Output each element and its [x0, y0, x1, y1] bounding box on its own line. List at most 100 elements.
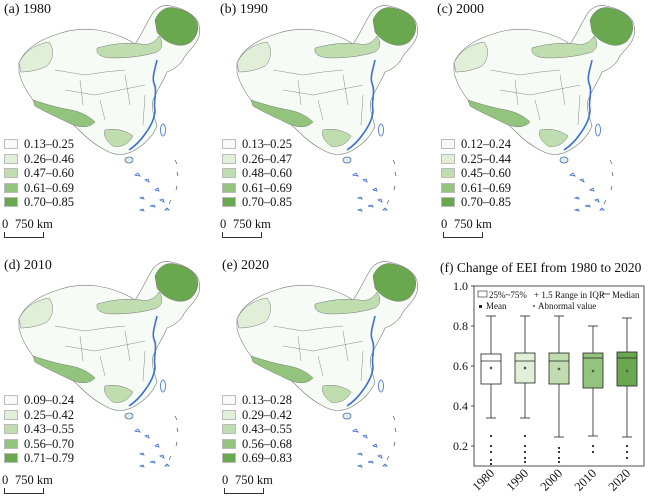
legend-swatch: [4, 197, 18, 207]
outlier-point: [557, 456, 561, 460]
panel-title: (a) 1980: [4, 2, 52, 17]
legend-swatch: [4, 168, 18, 178]
legend-swatch: [222, 395, 236, 405]
outlier-point: [489, 434, 493, 438]
outlier-point: [557, 460, 561, 464]
legend-label: 0.69–0.83: [242, 451, 292, 465]
legend-swatch: [4, 424, 18, 434]
legend-label: 0.26–0.47: [242, 151, 292, 166]
mean-marker: [625, 369, 629, 373]
panel-2020: (e) 2020 0.13–0.28 0.29–0.42 0.43–0.55 0…: [218, 252, 433, 500]
box-2020: [616, 351, 638, 387]
legend-label: 0.09–0.24: [24, 393, 74, 407]
legend-label: 0.70–0.85: [242, 195, 292, 209]
y-tick-label: 0.8: [453, 319, 468, 333]
scale-bar-line: [4, 488, 44, 494]
panel-2000: (c) 2000 0.12–0.24 0.25–0.44 0.45–0.60 0…: [435, 0, 650, 250]
legend-label: 0.43–0.55: [24, 422, 74, 436]
legend-label: 0.56–0.68: [242, 436, 292, 451]
scale-zero: 0: [2, 217, 9, 231]
legend-box-label: 25%~75%: [489, 290, 527, 300]
scale-bar-line: [443, 232, 483, 238]
panel-title: (e) 2020: [222, 258, 270, 273]
legend-label: 0.61–0.69: [24, 180, 74, 195]
legend-swatch: [222, 424, 236, 434]
outlier-point: [489, 458, 493, 462]
legend-outlier-label: Abnormal value: [538, 301, 596, 311]
mean-marker: [523, 366, 527, 370]
legend-label: 0.25–0.42: [24, 407, 74, 422]
y-tick-label: 0.2: [453, 439, 468, 453]
legend-swatch: [222, 182, 236, 193]
panel-title: (c) 2000: [437, 2, 485, 17]
y-tick-label: 1.0: [453, 279, 468, 293]
legend-swatch: [222, 139, 236, 149]
scale-bar-line: [224, 488, 264, 494]
legend-label: 0.70–0.85: [24, 195, 74, 209]
mean-marker: [489, 366, 493, 370]
legend-swatch: [441, 153, 455, 164]
legend-swatch: [4, 453, 18, 463]
x-tick-label: 1990: [504, 466, 532, 494]
outlier-point: [591, 444, 595, 448]
legend-swatch: [4, 139, 18, 149]
scale-zero: 0: [220, 217, 227, 231]
legend-swatch: [222, 153, 236, 164]
legend-swatch: [4, 182, 18, 193]
x-tick-label: 2000: [538, 466, 566, 494]
legend-mean-swatch: [479, 305, 482, 308]
scale-zero: 0: [2, 473, 9, 487]
legend-swatch: [4, 438, 18, 449]
outlier-point: [557, 446, 561, 450]
legend-label: 0.29–0.42: [242, 407, 292, 422]
outlier-point: [523, 456, 527, 460]
y-tick-label: 0.4: [453, 399, 468, 413]
scale-label: 750 km: [235, 473, 273, 487]
plot-frame: [473, 285, 645, 467]
panel-2010: (d) 2010 0.09–0.24 0.25–0.42 0.43–0.55 0…: [0, 252, 215, 500]
legend-label: 0.61–0.69: [242, 180, 292, 195]
legend-swatch: [4, 395, 18, 405]
legend-swatch: [4, 153, 18, 164]
outlier-point: [625, 444, 629, 448]
legend-swatch: [222, 168, 236, 178]
outlier-point: [489, 444, 493, 448]
legend-label: 0.47–0.60: [24, 166, 74, 180]
outlier-point: [591, 450, 595, 454]
mean-marker: [557, 367, 561, 371]
legend-label: 0.71–0.79: [24, 451, 74, 465]
legend-swatch: [441, 168, 455, 178]
outlier-point: [523, 434, 527, 438]
panel-title: (d) 2010: [4, 258, 52, 273]
legend-box-swatch: [477, 290, 488, 298]
outlier-point: [489, 450, 493, 454]
scale-label: 750 km: [15, 217, 53, 231]
legend-swatch: [441, 182, 455, 193]
panel-1990: (b) 1990 0.13–0.25 0.26–0.47 0.48–0.60 0…: [218, 0, 433, 250]
legend-swatch: [441, 197, 455, 207]
legend-label: 0.43–0.55: [242, 422, 292, 436]
outlier-point: [557, 450, 561, 454]
scale-bar-line: [222, 232, 262, 238]
legend-label: 0.48–0.60: [242, 166, 292, 180]
scale-label: 750 km: [454, 217, 492, 231]
scale-label: 750 km: [233, 217, 271, 231]
legend-label: 0.12–0.24: [461, 137, 511, 151]
legend-label: 0.13–0.25: [242, 137, 292, 151]
legend-label: 0.25–0.44: [461, 151, 511, 166]
outlier-point: [523, 444, 527, 448]
legend-mean-label: Mean: [486, 301, 507, 311]
outlier-point: [625, 456, 629, 460]
outlier-point: [489, 462, 493, 466]
legend-swatch: [4, 409, 18, 420]
outlier-point: [523, 450, 527, 454]
x-tick-label: 2020: [606, 466, 634, 494]
legend-swatch: [222, 197, 236, 207]
scale-zero: 0: [441, 217, 448, 231]
legend-label: 0.26–0.46: [24, 151, 74, 166]
legend-swatch: [222, 453, 236, 463]
x-tick-label: 2010: [572, 466, 600, 494]
legend-swatch: [441, 139, 455, 149]
y-tick-label: 0.6: [453, 359, 468, 373]
legend-swatch: [222, 438, 236, 449]
